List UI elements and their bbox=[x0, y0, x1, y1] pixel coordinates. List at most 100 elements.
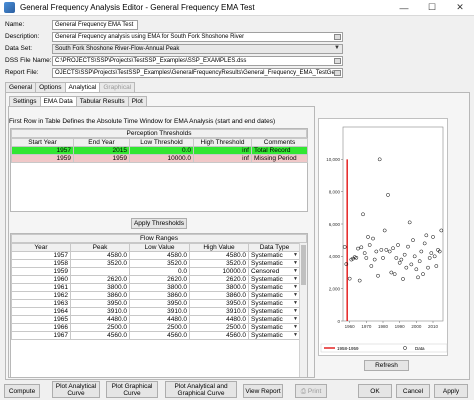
tab-ema-data[interactable]: EMA Data bbox=[39, 96, 77, 106]
maximize-button[interactable]: ☐ bbox=[427, 2, 437, 12]
apply-button[interactable]: Apply bbox=[434, 384, 468, 398]
perception-header[interactable]: Start Year bbox=[11, 138, 74, 147]
flow-header[interactable]: Year bbox=[11, 243, 71, 252]
end-year-cell[interactable]: 2015 bbox=[73, 146, 130, 155]
data-type-cell[interactable]: Systematic ▼ bbox=[248, 275, 301, 284]
flow-row[interactable]: 1967 4560.0 4560.0 4560.0 Systematic ▼ bbox=[11, 331, 301, 340]
year-cell[interactable]: 1960 bbox=[11, 275, 71, 284]
perception-row[interactable]: 1957 2015 0.0 inf Total Record bbox=[11, 146, 308, 155]
chevron-down-icon[interactable]: ▼ bbox=[293, 300, 298, 307]
report-browse-button[interactable] bbox=[334, 70, 341, 76]
peak-cell[interactable]: 4480.0 bbox=[70, 315, 130, 324]
high-threshold-cell[interactable]: inf bbox=[193, 154, 252, 163]
high-value-cell[interactable]: 4580.0 bbox=[189, 251, 249, 260]
year-cell[interactable]: 1963 bbox=[11, 299, 71, 308]
plot-graphical-button[interactable]: Plot Graphical Curve bbox=[106, 381, 158, 398]
high-value-cell[interactable]: 4480.0 bbox=[189, 315, 249, 324]
data-type-cell[interactable]: Systematic ▼ bbox=[248, 291, 301, 300]
year-cell[interactable]: 1964 bbox=[11, 307, 71, 316]
peak-cell[interactable]: 2500.0 bbox=[70, 323, 130, 332]
perception-header[interactable]: High Threshold bbox=[193, 138, 252, 147]
low-value-cell[interactable]: 3520.0 bbox=[129, 259, 190, 268]
ok-button[interactable]: OK bbox=[358, 384, 392, 398]
peak-cell[interactable]: 3860.0 bbox=[70, 291, 130, 300]
perception-row[interactable]: 1959 1959 10000.0 inf Missing Period bbox=[11, 154, 308, 163]
low-threshold-cell[interactable]: 0.0 bbox=[129, 146, 194, 155]
flow-scroll-thumb[interactable] bbox=[301, 245, 306, 285]
perception-header[interactable]: End Year bbox=[73, 138, 130, 147]
low-threshold-cell[interactable]: 10000.0 bbox=[129, 154, 194, 163]
peak-cell[interactable]: 2620.0 bbox=[70, 275, 130, 284]
flow-row[interactable]: 1959 0.0 10000.0 Censored ▼ bbox=[11, 267, 301, 276]
chevron-down-icon[interactable]: ▼ bbox=[293, 284, 298, 291]
year-cell[interactable]: 1965 bbox=[11, 315, 71, 324]
chevron-down-icon[interactable]: ▼ bbox=[293, 332, 298, 339]
low-value-cell[interactable]: 4560.0 bbox=[129, 331, 190, 340]
low-value-cell[interactable]: 3860.0 bbox=[129, 291, 190, 300]
year-cell[interactable]: 1959 bbox=[11, 267, 71, 276]
cancel-button[interactable]: Cancel bbox=[396, 384, 430, 398]
chevron-down-icon[interactable]: ▼ bbox=[293, 252, 298, 259]
flow-scrollbar[interactable] bbox=[299, 243, 307, 377]
high-value-cell[interactable]: 3800.0 bbox=[189, 283, 249, 292]
data-type-cell[interactable]: Systematic ▼ bbox=[248, 315, 301, 324]
data-type-cell[interactable]: Systematic ▼ bbox=[248, 251, 301, 260]
flow-row[interactable]: 1963 3950.0 3950.0 3950.0 Systematic ▼ bbox=[11, 299, 301, 308]
high-value-cell[interactable]: 2620.0 bbox=[189, 275, 249, 284]
low-value-cell[interactable]: 0.0 bbox=[129, 267, 190, 276]
low-value-cell[interactable]: 4580.0 bbox=[129, 251, 190, 260]
flow-row[interactable]: 1964 3910.0 3910.0 3910.0 Systematic ▼ bbox=[11, 307, 301, 316]
end-year-cell[interactable]: 1959 bbox=[73, 154, 130, 163]
report-file-input[interactable]: OJECTS\SSP\Projects\TestSSP_Examples\Gen… bbox=[52, 68, 343, 78]
high-value-cell[interactable]: 3910.0 bbox=[189, 307, 249, 316]
minimize-button[interactable]: — bbox=[399, 2, 409, 13]
apply-thresholds-button[interactable]: Apply Thresholds bbox=[131, 218, 187, 229]
low-value-cell[interactable]: 3910.0 bbox=[129, 307, 190, 316]
high-value-cell[interactable]: 4560.0 bbox=[189, 331, 249, 340]
peak-cell[interactable]: 3520.0 bbox=[70, 259, 130, 268]
year-cell[interactable]: 1966 bbox=[11, 323, 71, 332]
data-type-cell[interactable]: Systematic ▼ bbox=[248, 307, 301, 316]
flow-header[interactable]: Low Value bbox=[129, 243, 190, 252]
flow-row[interactable]: 1962 3860.0 3860.0 3860.0 Systematic ▼ bbox=[11, 291, 301, 300]
tab-graphical[interactable]: Graphical bbox=[99, 82, 136, 92]
perception-header[interactable]: Low Threshold bbox=[129, 138, 194, 147]
data-type-cell[interactable]: Systematic ▼ bbox=[248, 323, 301, 332]
low-value-cell[interactable]: 3950.0 bbox=[129, 299, 190, 308]
perception-header[interactable]: Comments bbox=[251, 138, 308, 147]
dss-browse-button[interactable] bbox=[334, 58, 341, 64]
compute-button[interactable]: Compute bbox=[4, 384, 40, 398]
flow-row[interactable]: 1958 3520.0 3520.0 3520.0 Systematic ▼ bbox=[11, 259, 301, 268]
tab-general[interactable]: General bbox=[5, 82, 37, 92]
peak-cell[interactable]: 3950.0 bbox=[70, 299, 130, 308]
data-type-cell[interactable]: Censored ▼ bbox=[248, 267, 301, 276]
description-input[interactable]: General Frequency analysis using EMA for… bbox=[52, 32, 343, 42]
description-edit-button[interactable] bbox=[334, 34, 341, 40]
flow-row[interactable]: 1966 2500.0 2500.0 2500.0 Systematic ▼ bbox=[11, 323, 301, 332]
high-threshold-cell[interactable]: inf bbox=[193, 146, 252, 155]
peak-cell[interactable] bbox=[70, 267, 130, 276]
low-value-cell[interactable]: 2620.0 bbox=[129, 275, 190, 284]
print-button[interactable]: ⎙ Print bbox=[295, 384, 327, 398]
dss-file-input[interactable]: C:\PROJECTS\SSP\Projects\TestSSP_Example… bbox=[52, 56, 343, 66]
high-value-cell[interactable]: 3860.0 bbox=[189, 291, 249, 300]
flow-header[interactable]: Peak bbox=[70, 243, 130, 252]
chevron-down-icon[interactable]: ▼ bbox=[293, 276, 298, 283]
peak-cell[interactable]: 3910.0 bbox=[70, 307, 130, 316]
plot-both-button[interactable]: Plot Analytical and Graphical Curve bbox=[165, 381, 237, 398]
tab-analytical[interactable]: Analytical bbox=[64, 82, 101, 92]
start-year-cell[interactable]: 1957 bbox=[11, 146, 74, 155]
data-type-cell[interactable]: Systematic ▼ bbox=[248, 331, 301, 340]
dataset-select[interactable]: South Fork Shoshone River-Flow-Annual Pe… bbox=[52, 44, 343, 54]
chevron-down-icon[interactable]: ▼ bbox=[293, 292, 298, 299]
low-value-cell[interactable]: 2500.0 bbox=[129, 323, 190, 332]
year-cell[interactable]: 1961 bbox=[11, 283, 71, 292]
flow-header[interactable]: High Value bbox=[189, 243, 249, 252]
high-value-cell[interactable]: 3950.0 bbox=[189, 299, 249, 308]
flow-row[interactable]: 1961 3800.0 3800.0 3800.0 Systematic ▼ bbox=[11, 283, 301, 292]
low-value-cell[interactable]: 3800.0 bbox=[129, 283, 190, 292]
chevron-down-icon[interactable]: ▼ bbox=[293, 316, 298, 323]
peak-cell[interactable]: 4580.0 bbox=[70, 251, 130, 260]
data-type-cell[interactable]: Systematic ▼ bbox=[248, 283, 301, 292]
peak-cell[interactable]: 3800.0 bbox=[70, 283, 130, 292]
